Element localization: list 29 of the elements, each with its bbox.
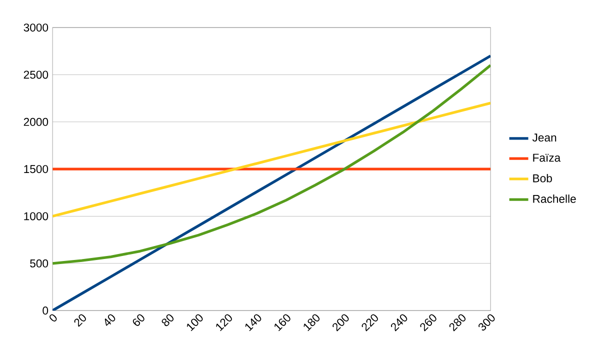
x-tick-label: 60: [132, 314, 144, 326]
x-tick-label: 260: [420, 314, 436, 332]
x-tick-label: 80: [162, 314, 174, 326]
line-series: [52, 64, 491, 265]
x-tick-label: 300: [478, 314, 495, 331]
x-tick-label: 240: [390, 314, 408, 332]
x-tick-label: 0: [50, 314, 57, 322]
x-tick-label: 180: [304, 314, 320, 332]
x-tick-label: 220: [362, 314, 378, 332]
x-tick-label: 20: [74, 314, 86, 327]
x-tick-label: 100: [186, 314, 203, 332]
x-tick-label: 280: [449, 314, 466, 332]
x-tick-label: 140: [245, 314, 262, 332]
x-tick-label: 160: [274, 314, 290, 332]
y-tick-label: 3000: [24, 24, 48, 32]
y-tick-label: 1500: [24, 165, 48, 174]
y-tick-label: 2000: [24, 118, 48, 126]
x-tick-label: 200: [332, 314, 349, 332]
legend-label: Jean: [532, 134, 556, 142]
y-tick-label: 0: [42, 306, 48, 315]
line-series: [52, 102, 491, 218]
legend-label: Bob: [533, 174, 552, 182]
x-tick-label: 120: [216, 314, 232, 332]
y-tick-label: 1000: [24, 212, 48, 220]
legend-label: Faïza: [533, 154, 561, 162]
legend-label: Rachelle: [533, 194, 576, 203]
y-tick-label: 500: [30, 259, 48, 268]
x-tick-label: 40: [104, 314, 116, 326]
y-tick-label: 2500: [24, 70, 48, 79]
